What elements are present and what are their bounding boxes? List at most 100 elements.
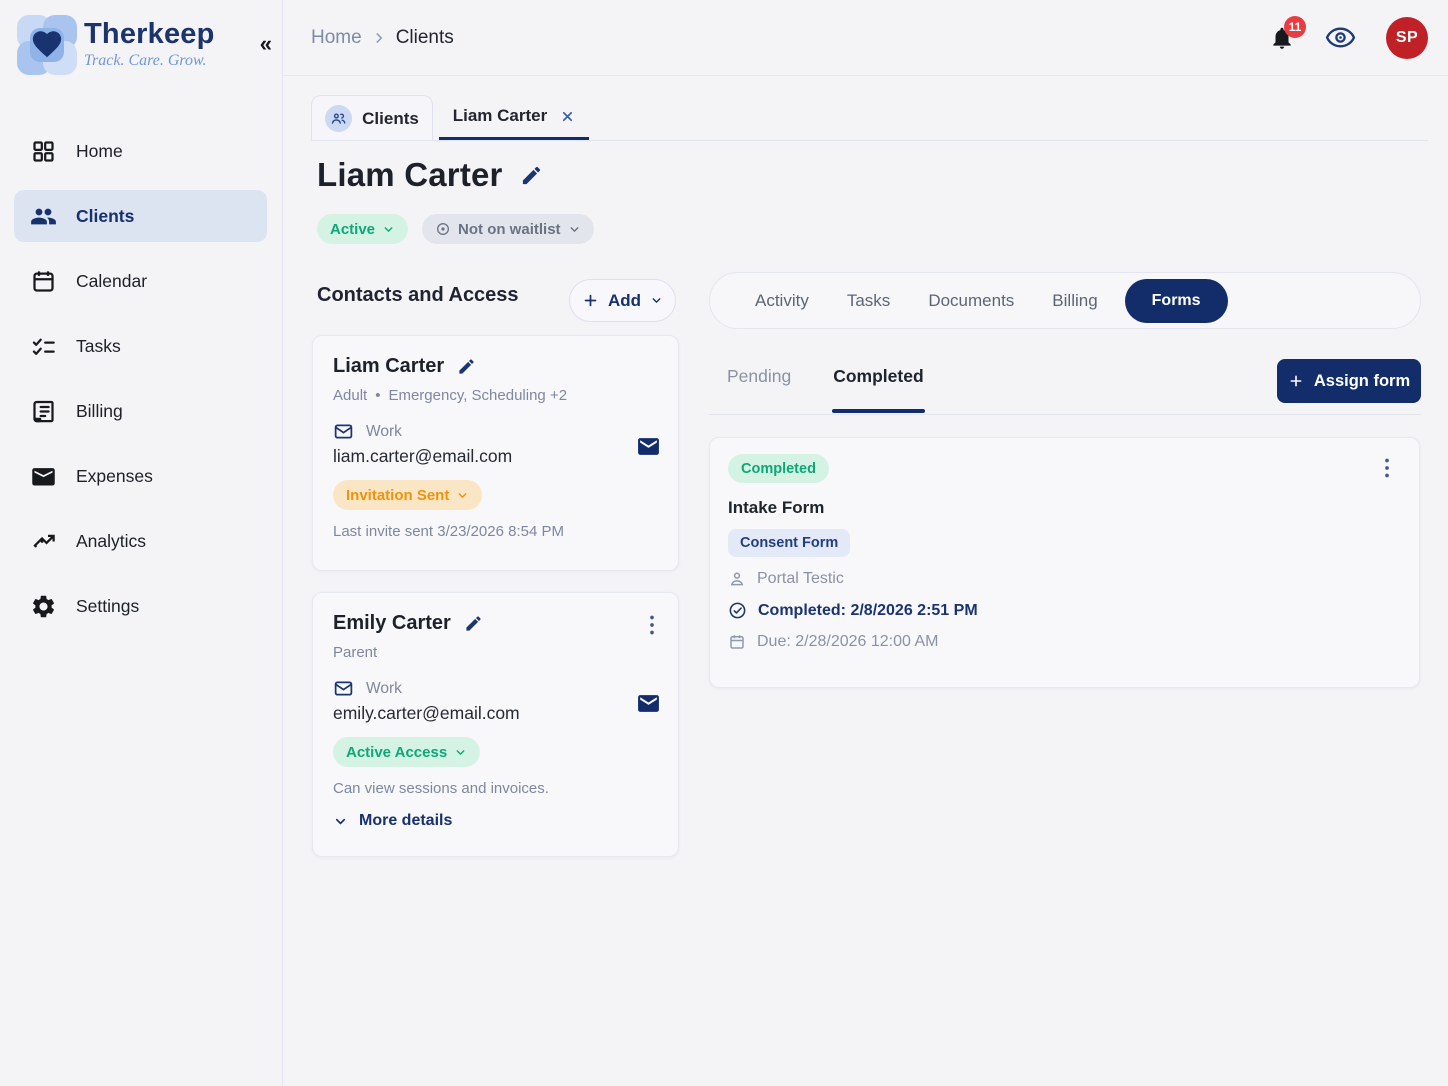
access-note: Can view sessions and invoices. <box>333 780 549 797</box>
send-email-icon[interactable] <box>636 691 661 716</box>
invitation-status-label: Invitation Sent <box>346 486 450 504</box>
topbar-actions: 11 SP <box>1269 15 1448 59</box>
app-name: Therkeep <box>84 17 215 50</box>
logo-heart-icon <box>16 12 78 76</box>
form-type-badge: Consent Form <box>728 529 851 557</box>
add-contact-button[interactable]: Add <box>569 279 676 322</box>
close-icon[interactable] <box>560 109 575 124</box>
tab-documents[interactable]: Documents <box>928 290 1015 310</box>
invitation-status-dropdown[interactable]: Invitation Sent <box>333 480 483 510</box>
sidebar-item-label: Settings <box>76 595 140 616</box>
contact-name: Liam Carter <box>333 355 445 377</box>
sidebar-item-calendar[interactable]: Calendar <box>14 255 267 307</box>
form-due-row: Due: 2/28/2026 12:00 AM <box>728 633 1401 651</box>
contacts-heading: Contacts and Access <box>317 284 519 306</box>
contact-meta: Parent <box>333 644 658 661</box>
receipt-icon <box>30 398 57 425</box>
people-icon <box>30 203 57 230</box>
sidebar-item-settings[interactable]: Settings <box>14 580 267 632</box>
sidebar-item-analytics[interactable]: Analytics <box>14 515 267 567</box>
plus-icon <box>582 292 599 309</box>
view-mode-button[interactable] <box>1325 22 1356 53</box>
tab-tasks[interactable]: Tasks <box>846 290 891 310</box>
chevron-down-icon <box>456 489 469 502</box>
sidebar-nav: Home Clients Calendar Tasks Billing <box>0 125 282 645</box>
tabs-divider <box>311 140 1428 141</box>
tab-billing[interactable]: Billing <box>1052 290 1098 310</box>
waitlist-label: Not on waitlist <box>458 220 561 238</box>
sidebar-item-label: Home <box>76 140 123 161</box>
status-label: Active <box>330 220 376 238</box>
form-menu-icon[interactable] <box>1377 455 1397 481</box>
access-status-label: Active Access <box>346 743 448 761</box>
mail-outline-icon <box>333 678 354 699</box>
sidebar-item-label: Calendar <box>76 270 148 291</box>
send-email-icon[interactable] <box>636 434 661 459</box>
add-button-label: Add <box>607 290 642 310</box>
contact-role: Adult <box>333 387 368 404</box>
edit-contact-icon[interactable] <box>464 614 483 633</box>
subtab-pending[interactable]: Pending <box>727 366 792 386</box>
person-icon <box>728 570 746 588</box>
calendar-icon <box>30 268 57 295</box>
email-type-label: Work <box>366 422 402 440</box>
sidebar-item-label: Clients <box>76 205 135 226</box>
trending-icon <box>30 528 57 555</box>
chevron-down-icon <box>650 294 663 307</box>
topbar: Home Clients 11 SP <box>283 0 1448 76</box>
sidebar-item-home[interactable]: Home <box>14 125 267 177</box>
chevron-right-icon <box>372 31 386 45</box>
meta-separator: • <box>375 387 381 404</box>
sidebar-collapse-icon[interactable]: « <box>259 31 272 56</box>
form-completed-row: Completed: 2/8/2026 2:51 PM <box>728 601 1401 620</box>
form-title: Intake Form <box>728 498 825 517</box>
chevron-down-icon <box>382 223 395 236</box>
contact-email-row: Work <box>333 678 658 699</box>
notification-count-badge: 11 <box>1284 15 1306 38</box>
edit-contact-icon[interactable] <box>457 357 476 376</box>
tab-liam-carter[interactable]: Liam Carter <box>439 95 589 141</box>
tab-clients[interactable]: Clients <box>311 95 433 141</box>
contact-email: liam.carter@email.com <box>333 446 513 466</box>
tab-clients-label: Clients <box>362 108 419 128</box>
form-assignee-row: Portal Testic <box>728 570 1401 588</box>
tab-liam-carter-label: Liam Carter <box>452 106 548 125</box>
chevron-down-icon <box>454 746 467 759</box>
form-due-text: Due: 2/28/2026 12:00 AM <box>757 633 939 650</box>
contact-card-header: Liam Carter <box>333 355 658 378</box>
last-invite-note: Last invite sent 3/23/2026 8:54 PM <box>333 523 564 540</box>
subtab-completed[interactable]: Completed <box>832 366 926 414</box>
tab-forms[interactable]: Forms <box>1124 278 1228 323</box>
status-dropdown[interactable]: Active <box>317 214 409 244</box>
contact-menu-icon[interactable] <box>642 612 662 638</box>
breadcrumb-home-link[interactable]: Home <box>311 26 362 48</box>
contact-email-row: Work <box>333 421 658 442</box>
logo-text: Therkeep Track. Care. Grow. <box>84 17 215 69</box>
sidebar-item-tasks[interactable]: Tasks <box>14 320 267 372</box>
waitlist-dropdown[interactable]: Not on waitlist <box>422 214 594 244</box>
breadcrumb: Home Clients <box>311 27 454 49</box>
notifications-button[interactable]: 11 <box>1269 15 1306 51</box>
edit-client-name-icon[interactable] <box>520 164 543 187</box>
form-completed-text: Completed: 2/8/2026 2:51 PM <box>758 601 978 619</box>
sidebar-item-clients[interactable]: Clients <box>14 190 267 242</box>
tab-activity[interactable]: Activity <box>755 290 809 310</box>
mail-outline-icon <box>333 421 354 442</box>
client-status-row: Active Not on waitlist <box>317 214 594 244</box>
contact-permissions: Emergency, Scheduling +2 <box>388 387 568 404</box>
assign-form-button[interactable]: Assign form <box>1277 359 1421 403</box>
app-tagline: Track. Care. Grow. <box>84 51 207 69</box>
access-status-dropdown[interactable]: Active Access <box>333 737 481 767</box>
more-details-toggle[interactable]: More details <box>333 812 658 830</box>
sidebar-item-label: Tasks <box>76 335 121 356</box>
avatar[interactable]: SP <box>1386 16 1428 59</box>
sidebar-item-billing[interactable]: Billing <box>14 385 267 437</box>
gear-icon <box>30 593 57 620</box>
sidebar-item-expenses[interactable]: Expenses <box>14 450 267 502</box>
more-details-label: More details <box>359 812 453 829</box>
sidebar: Therkeep Track. Care. Grow. « Home Clien… <box>0 0 283 1086</box>
contact-email: emily.carter@email.com <box>333 703 520 723</box>
client-header: Liam Carter <box>317 156 543 194</box>
form-assignee: Portal Testic <box>757 570 844 587</box>
plus-icon <box>1288 373 1304 389</box>
